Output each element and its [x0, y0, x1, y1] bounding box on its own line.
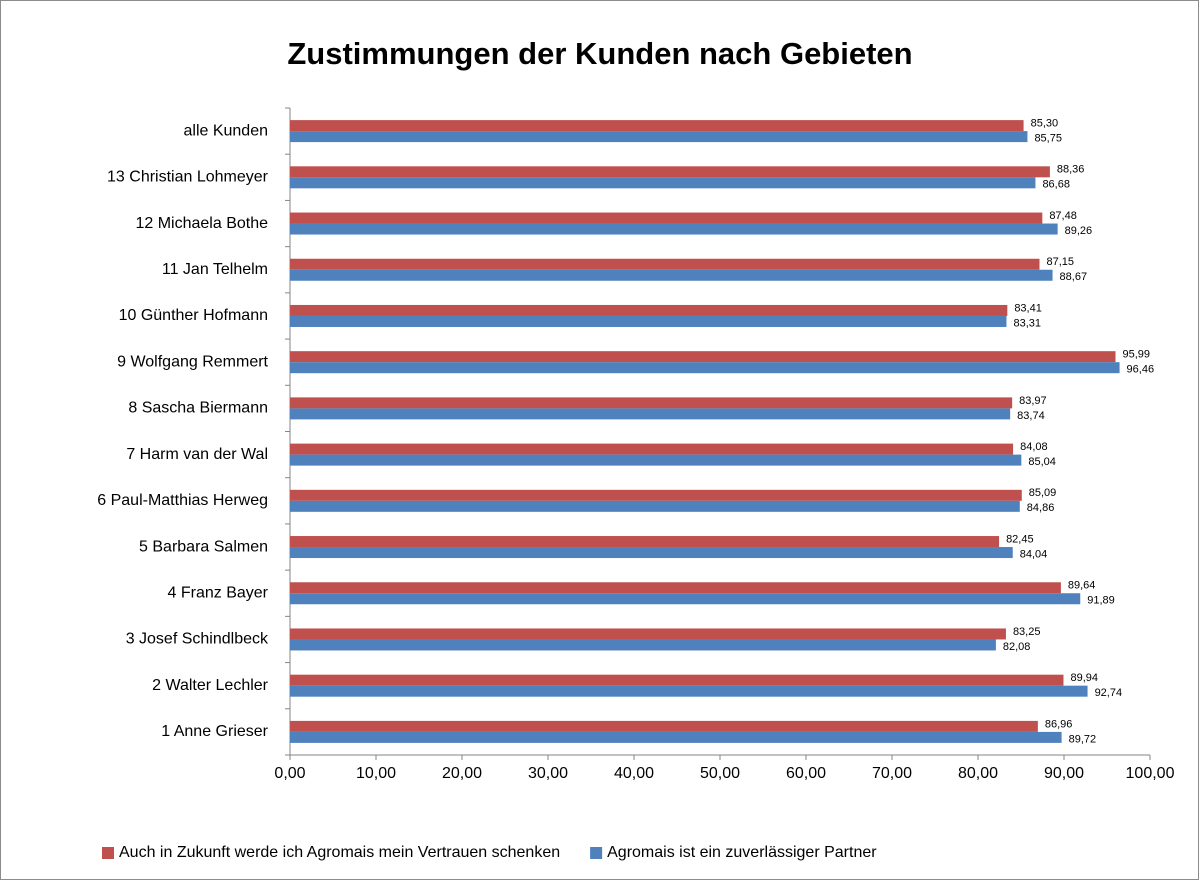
bar: [290, 120, 1024, 132]
data-label: 83,31: [1013, 317, 1041, 329]
data-label: 92,74: [1095, 687, 1123, 699]
bar: [290, 443, 1014, 455]
data-label: 96,46: [1127, 364, 1155, 376]
bar: [290, 351, 1116, 363]
x-tick-label: 80,00: [958, 765, 998, 782]
bar: [290, 315, 1007, 327]
x-tick-label: 10,00: [356, 765, 396, 782]
y-tick-label: 11 Jan Telhelm: [162, 261, 268, 278]
bar: [290, 731, 1062, 743]
data-label: 84,86: [1027, 502, 1055, 514]
data-label: 86,96: [1045, 718, 1073, 730]
data-label: 91,89: [1087, 595, 1115, 607]
x-tick-label: 100,00: [1126, 765, 1175, 782]
bar: [290, 674, 1064, 686]
bar: [290, 258, 1040, 270]
x-tick-label: 40,00: [614, 765, 654, 782]
legend-label: Auch in Zukunft werde ich Agromais mein …: [119, 844, 560, 861]
bar: [290, 628, 1006, 640]
x-tick-label: 90,00: [1044, 765, 1084, 782]
x-tick-label: 30,00: [528, 765, 568, 782]
bar: [290, 269, 1053, 281]
y-tick-label: 8 Sascha Biermann: [128, 400, 268, 417]
data-label: 88,36: [1057, 164, 1085, 176]
bar: [290, 593, 1081, 605]
y-tick-label: 13 Christian Lohmeyer: [107, 169, 269, 186]
y-tick-label: 9 Wolfgang Remmert: [117, 353, 268, 370]
bar: [290, 166, 1050, 178]
data-label: 84,08: [1020, 441, 1048, 453]
y-tick-label: 4 Franz Bayer: [168, 584, 269, 601]
y-tick-label: 5 Barbara Salmen: [139, 538, 268, 555]
data-label: 83,97: [1019, 395, 1047, 407]
bar: [290, 720, 1038, 732]
chart-title: Zustimmungen der Kunden nach Gebieten: [287, 36, 912, 71]
data-label: 85,04: [1028, 456, 1056, 468]
y-tick-label: 3 Josef Schindlbeck: [126, 631, 269, 648]
bar: [290, 177, 1036, 189]
y-tick-label: 2 Walter Lechler: [152, 677, 269, 694]
data-label: 83,74: [1017, 410, 1045, 422]
data-label: 89,64: [1068, 580, 1096, 592]
data-label: 88,67: [1060, 271, 1088, 283]
data-label: 85,30: [1031, 118, 1059, 130]
data-label: 83,25: [1013, 626, 1041, 638]
bar: [290, 685, 1088, 697]
data-label: 82,08: [1003, 641, 1031, 653]
legend-label: Agromais ist ein zuverlässiger Partner: [607, 844, 877, 861]
bar: [290, 223, 1058, 235]
data-label: 89,94: [1070, 672, 1098, 684]
legend-swatch: [590, 847, 603, 859]
data-label: 83,41: [1014, 302, 1042, 314]
bar: [290, 212, 1043, 224]
data-label: 84,04: [1020, 548, 1048, 560]
y-tick-label: alle Kunden: [183, 122, 268, 139]
y-tick-label: 6 Paul-Matthias Herweg: [97, 492, 268, 509]
data-label: 86,68: [1042, 179, 1070, 191]
y-tick-label: 10 Günther Hofmann: [119, 307, 268, 324]
x-tick-label: 50,00: [700, 765, 740, 782]
y-tick-label: 1 Anne Grieser: [161, 723, 268, 740]
bar: [290, 582, 1061, 594]
bar: [290, 639, 996, 651]
bar: [290, 397, 1013, 409]
bar: [290, 547, 1013, 559]
bar: [290, 408, 1011, 420]
x-tick-label: 20,00: [442, 765, 482, 782]
legend-swatch: [102, 847, 114, 859]
data-label: 95,99: [1123, 349, 1151, 361]
data-label: 89,26: [1065, 225, 1093, 237]
data-label: 87,15: [1046, 256, 1074, 268]
bar: [290, 500, 1020, 512]
bar: [290, 362, 1120, 374]
y-tick-label: 7 Harm van der Wal: [126, 446, 268, 463]
bar: [290, 454, 1022, 466]
x-tick-label: 70,00: [872, 765, 912, 782]
bar: [290, 536, 1000, 548]
data-label: 85,09: [1029, 487, 1057, 499]
bar: [290, 304, 1008, 316]
data-label: 89,72: [1069, 733, 1097, 745]
data-label: 85,75: [1034, 133, 1062, 145]
bar: [290, 489, 1022, 501]
x-tick-label: 0,00: [274, 765, 305, 782]
x-tick-label: 60,00: [786, 765, 826, 782]
bar: [290, 131, 1028, 143]
y-tick-label: 12 Michaela Bothe: [135, 215, 268, 232]
data-label: 82,45: [1006, 533, 1034, 545]
data-label: 87,48: [1049, 210, 1077, 222]
